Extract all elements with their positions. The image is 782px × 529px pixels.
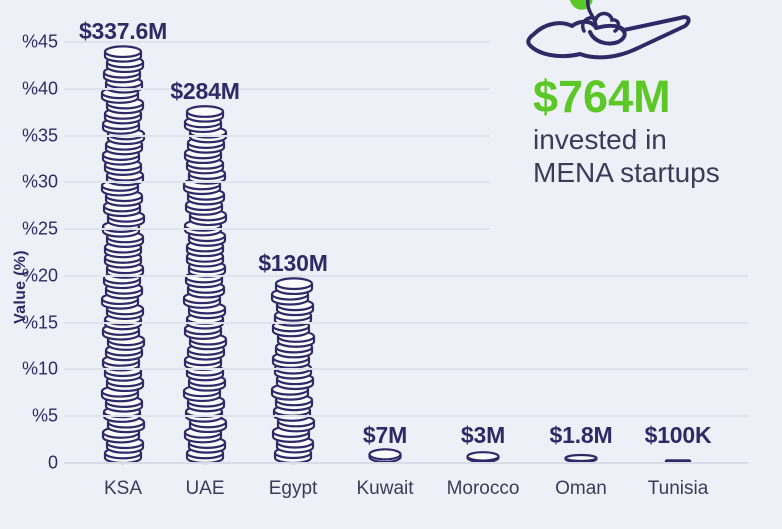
coin-stack-morocco bbox=[466, 451, 500, 464]
coin-stack-oman bbox=[564, 453, 598, 464]
y-tick-label: %5 bbox=[31, 405, 58, 426]
gridline bbox=[64, 134, 490, 137]
caption-line-1: invested in bbox=[533, 124, 667, 155]
y-tick-label: %30 bbox=[21, 171, 58, 192]
category-label-tunisia: Tunisia bbox=[647, 478, 709, 499]
y-tick-label: 0 bbox=[47, 452, 58, 473]
coin-stack-kuwait bbox=[368, 448, 402, 464]
total-amount: $764M bbox=[533, 71, 671, 122]
gridline bbox=[64, 415, 748, 418]
category-label-oman: Oman bbox=[555, 478, 607, 499]
category-label-morocco: Morocco bbox=[446, 478, 520, 499]
gridline bbox=[64, 181, 490, 184]
gridline bbox=[64, 87, 490, 90]
caption-line-2: MENA startups bbox=[533, 157, 720, 188]
y-tick-label: %40 bbox=[21, 78, 58, 99]
value-label-egypt: $130M bbox=[258, 250, 328, 277]
y-tick-label: %20 bbox=[21, 265, 58, 286]
y-tick-label: %35 bbox=[21, 125, 58, 146]
gridline bbox=[64, 321, 748, 324]
value-label-uae: $284M bbox=[170, 78, 240, 105]
gridline bbox=[64, 40, 490, 43]
y-tick-label: %25 bbox=[21, 218, 58, 239]
gridline bbox=[64, 368, 748, 371]
y-tick-label: %45 bbox=[21, 31, 58, 52]
x-axis-line bbox=[64, 462, 748, 464]
value-label-tunisia: $100K bbox=[644, 422, 712, 448]
coin-stack-ksa bbox=[100, 45, 146, 465]
y-tick-label: %10 bbox=[21, 358, 58, 379]
gridline bbox=[64, 228, 490, 231]
category-label-uae: UAE bbox=[185, 478, 225, 499]
value-label-morocco: $3M bbox=[460, 422, 506, 448]
hand-holding-seedling-icon bbox=[526, 0, 691, 60]
coin-stack-egypt bbox=[270, 277, 316, 465]
category-label-kuwait: Kuwait bbox=[356, 478, 414, 499]
value-label-oman: $1.8M bbox=[549, 422, 613, 448]
value-label-ksa: $337.6M bbox=[78, 18, 168, 45]
gridline bbox=[64, 274, 748, 277]
value-label-kuwait: $7M bbox=[362, 422, 408, 448]
coin-stack-uae bbox=[182, 105, 228, 465]
y-tick-label: %15 bbox=[21, 312, 58, 333]
category-label-egypt: Egypt bbox=[268, 478, 318, 499]
category-label-ksa: KSA bbox=[103, 478, 143, 499]
